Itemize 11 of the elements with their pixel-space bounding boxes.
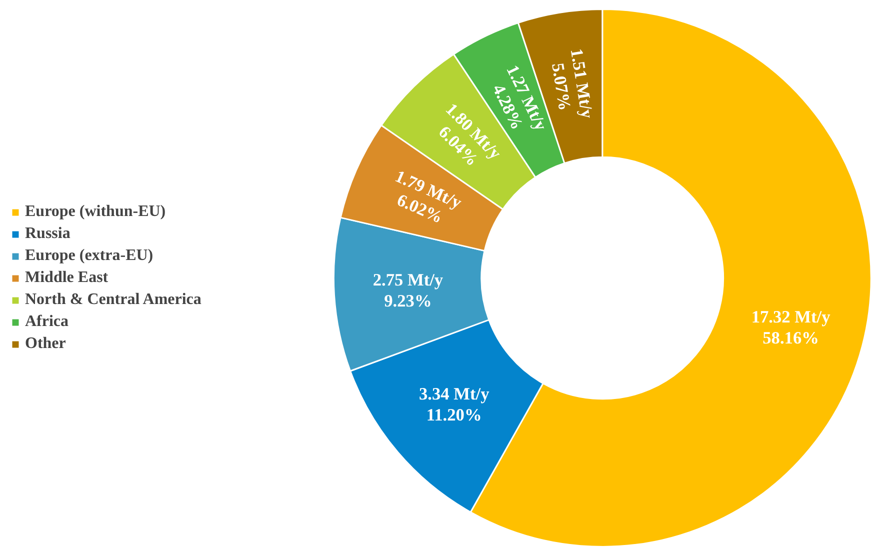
data-label: 17.32 Mt/y 58.16% (751, 308, 831, 348)
data-label: 3.34 Mt/y 11.20% (418, 384, 490, 425)
legend-label: Europe (withun-EU) (25, 202, 166, 220)
legend-label: Europe (extra-EU) (25, 246, 154, 264)
data-label: 1.79 Mt/y 6.02% (392, 166, 465, 228)
legend-label: Other (25, 334, 66, 352)
legend-label: Middle East (25, 268, 108, 286)
data-label: 2.75 Mt/y 9.23% (372, 270, 444, 310)
legend-label: North & Central America (25, 290, 202, 308)
legend-label: Africa (25, 312, 69, 330)
legend-label: Russia (25, 224, 70, 242)
